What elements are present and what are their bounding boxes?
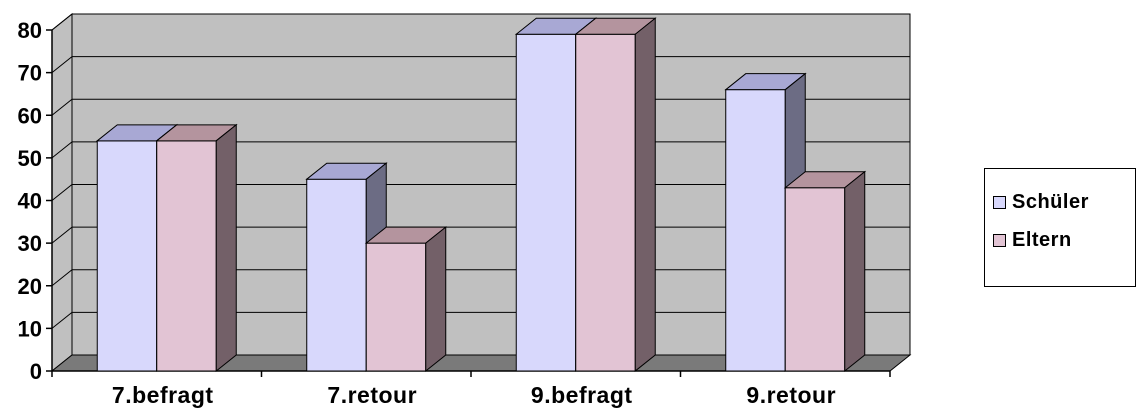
legend-item-eltern: Eltern xyxy=(993,229,1072,251)
x-category-label: 9.retour xyxy=(746,382,836,408)
bar-front xyxy=(156,140,217,372)
bar-9.retour-Eltern xyxy=(783,170,867,373)
bar-front xyxy=(365,242,427,372)
x-category-labels: 7.befragt 7.retour 9.befragt 9.retour xyxy=(112,382,836,408)
legend-label-schueler: Schüler xyxy=(1012,190,1089,213)
legend-swatch-eltern xyxy=(993,233,1006,247)
gridline xyxy=(51,13,910,31)
y-tick-labels: 0 10 20 30 40 50 60 70 80 xyxy=(18,18,42,384)
bar-side xyxy=(425,226,447,373)
legend-swatch-schueler xyxy=(993,195,1006,209)
y-tick-label: 50 xyxy=(18,146,42,171)
x-category-label: 9.befragt xyxy=(531,382,633,408)
y-tick-label: 40 xyxy=(18,189,42,214)
bar-9.befragt-Eltern xyxy=(574,17,657,373)
bar-side xyxy=(215,123,237,373)
bar-front xyxy=(784,187,846,372)
legend-label-eltern: Eltern xyxy=(1012,228,1072,251)
bar-side xyxy=(844,170,866,373)
y-tick-label: 0 xyxy=(30,359,42,384)
legend-item-schueler: Schüler xyxy=(993,191,1089,213)
y-tick-label: 70 xyxy=(18,61,42,86)
bar-front xyxy=(96,140,158,372)
bar-front xyxy=(515,33,577,372)
y-tick-label: 30 xyxy=(18,231,42,256)
bar-side xyxy=(634,17,656,373)
y-tick-label: 80 xyxy=(18,18,42,43)
bar-front xyxy=(306,178,367,372)
bar-front xyxy=(725,89,786,372)
legend: Schüler Eltern xyxy=(984,168,1136,287)
bar-front xyxy=(575,33,636,372)
x-category-label: 7.retour xyxy=(327,382,417,408)
bars xyxy=(95,17,867,373)
bar-7.befragt-Eltern xyxy=(155,123,238,373)
x-category-label: 7.befragt xyxy=(112,382,214,408)
bar-7.retour-Eltern xyxy=(364,226,448,373)
y-tick-label: 60 xyxy=(18,103,42,128)
y-tick-label: 20 xyxy=(18,274,42,299)
y-tick-label: 10 xyxy=(18,316,42,341)
